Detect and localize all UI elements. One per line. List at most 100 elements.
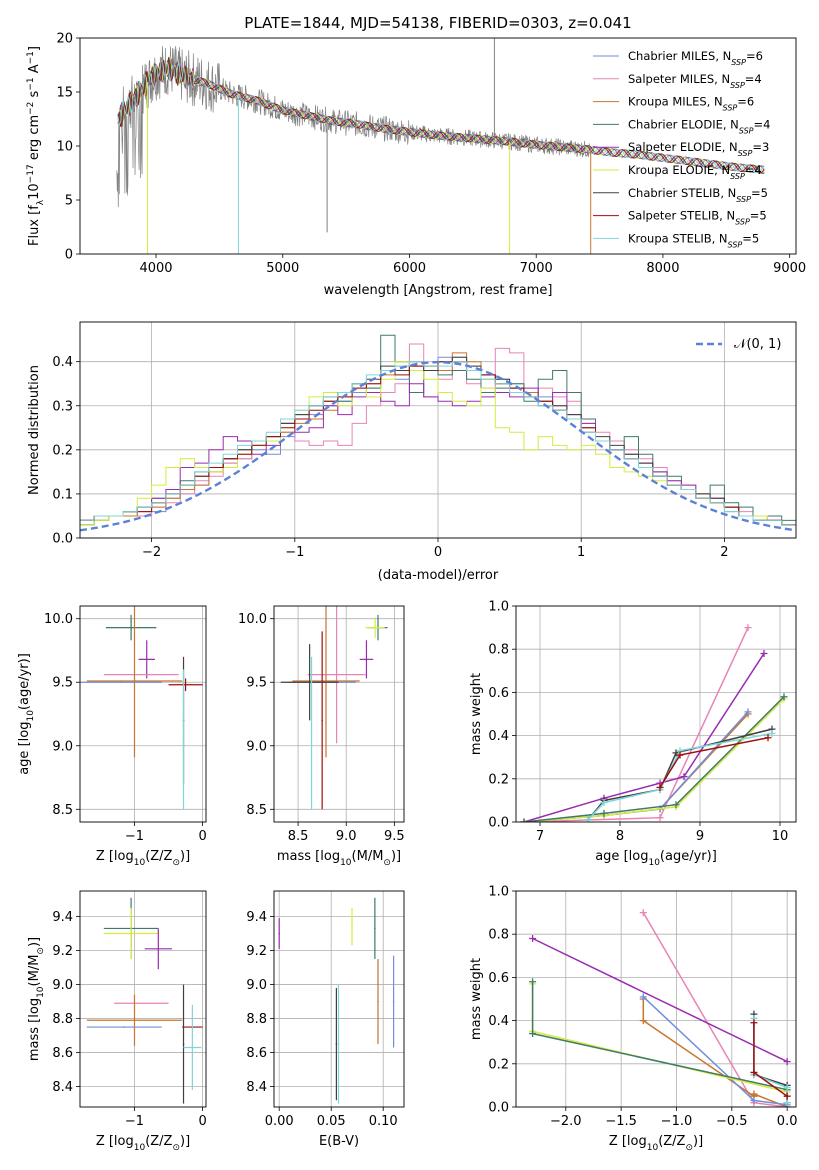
x-tick-label: 0 [198,829,206,844]
y-axis-label-part: Flux [f [27,205,42,246]
plus-marker [600,809,608,817]
data-point [130,626,132,629]
axes-frame [79,37,797,255]
x-axis-label: wavelength [Angstrom, rest frame] [324,283,553,298]
legend-entry: Salpeter ELODIE, NSSP=3 [628,140,769,158]
data-point [278,932,281,935]
panel-mass-weight-vs-metallicity: −2.0 −1.5 −1.0 −0.5 0.0 0.0 0.2 0.4 0.6 0.8 1.0 Z [… [469,885,797,1154]
figure-title: PLATE=1844, MJD=54138, FIBERID=0303, z=0… [244,14,631,32]
plot-area [280,606,388,810]
y-tick-label: 8.6 [52,1046,73,1061]
x-axis-label-part: 10 [340,858,352,868]
legend-entry-sub: SSP [739,126,754,135]
x-tick-label: 0 [198,1114,206,1129]
y-tick-label: 1.0 [488,600,509,615]
legend-entry-sub: SSP [730,80,745,89]
data-point [145,658,148,661]
plot-area [80,606,203,810]
y-axis-label-part: age [log [17,722,32,775]
series-line [523,698,785,822]
y-axis-label-part: ] [27,46,42,51]
x-axis-label-part: ⊙ [685,1143,693,1153]
legend-entry-sub: SSP [728,240,743,249]
x-axis-label-part: ⊙ [383,858,391,868]
x-axis-label-part: )] [693,1134,703,1149]
axes-frame [515,605,797,823]
plus-marker [520,818,528,822]
y-axis-label-part: 10 [36,986,46,998]
y-tick-label: 9.2 [52,944,73,959]
legend-entry-name: Chabrier ELODIE, N [628,117,739,131]
y-tick-label: 10.0 [44,612,73,627]
series-line [587,732,773,821]
panel-residual-histogram: −2 −1 0 1 2 0.0 0.1 0.2 0.3 0.4 𝒩(0, 1) (data-model… [27,321,797,583]
plus-marker [760,650,768,658]
x-tick-label: 7000 [520,261,553,276]
plus-marker [744,708,752,716]
data-point [374,927,376,930]
y-tick-label: 0.4 [488,729,509,744]
y-tick-label: 0.0 [52,532,73,547]
legend-entry: Salpeter MILES, NSSP=4 [628,72,762,90]
x-axis-label: age [log10(age/yr)] [595,849,717,868]
x-axis-label-part: ⊙ [172,1143,180,1153]
y-tick-label: 9.0 [246,739,267,754]
data-point [120,681,122,684]
x-tick-label: 10 [772,829,789,844]
model-spectrum-line [117,56,765,174]
data-point [310,732,313,734]
y-axis-label-part: −2 [26,102,36,115]
y-axis-label-part: 10 [26,710,36,722]
data-point [335,673,338,676]
legend-entry-sub: SSP [730,172,745,181]
data-point [182,1043,185,1045]
y-axis-label-part: A [27,64,42,77]
data-point [140,1002,143,1005]
plus-marker [676,751,684,759]
x-tick-label: 4000 [139,261,172,276]
y-axis-label: Normed distribution [27,365,42,495]
plus-marker [750,1019,758,1027]
y-tick-label: 0.4 [488,1014,509,1029]
data-point [191,1046,194,1049]
plus-marker [768,729,776,737]
y-tick-label: 0 [65,248,73,263]
y-tick-label: 10.0 [238,612,267,627]
y-tick-label: 0.8 [488,928,509,943]
plus-marker [639,1017,647,1025]
y-tick-label: 8.6 [246,1046,267,1061]
x-tick-label: −1 [125,1114,144,1129]
y-axis-label-part: −1 [26,77,36,90]
series-line [523,696,785,822]
legend-entry-value: =4 [754,117,771,131]
x-axis-label-part: Z [log [96,849,134,864]
y-tick-label: 0.0 [488,816,509,831]
panel-spectrum: 4000 5000 6000 7000 8000 9000 0 5 10 15 20 Chabrier… [26,32,806,299]
data-point [365,658,368,661]
series-line [523,627,749,822]
y-tick-label: 9.4 [246,910,267,925]
data-point [351,925,353,928]
legend-entry: Kroupa MILES, NSSP=6 [628,95,754,113]
plus-marker [750,1090,758,1098]
x-axis-label-part: (Z/Z [658,1134,685,1149]
legend-entry-sub: SSP [736,194,751,203]
y-tick-label: 20 [56,32,73,47]
x-tick-label: 1 [577,545,585,560]
legend-entry-sub: SSP [735,217,750,226]
x-axis-label-part: ⊙ [172,858,180,868]
x-tick-label: 5000 [266,261,299,276]
legend-entry-sub: SSP [738,149,753,158]
x-tick-label: −1.0 [661,1114,693,1129]
legend-entry-value: =4 [745,72,762,86]
data-point [325,680,327,682]
x-axis-label-part: )] [180,1134,190,1149]
x-tick-label: 8000 [646,261,679,276]
x-tick-label: 0.0 [777,1114,798,1129]
plot-area [116,38,765,254]
x-tick-label: 0.05 [317,1114,346,1129]
x-tick-label: 9.0 [336,829,357,844]
data-point [337,1043,340,1045]
data-point [335,1043,338,1045]
